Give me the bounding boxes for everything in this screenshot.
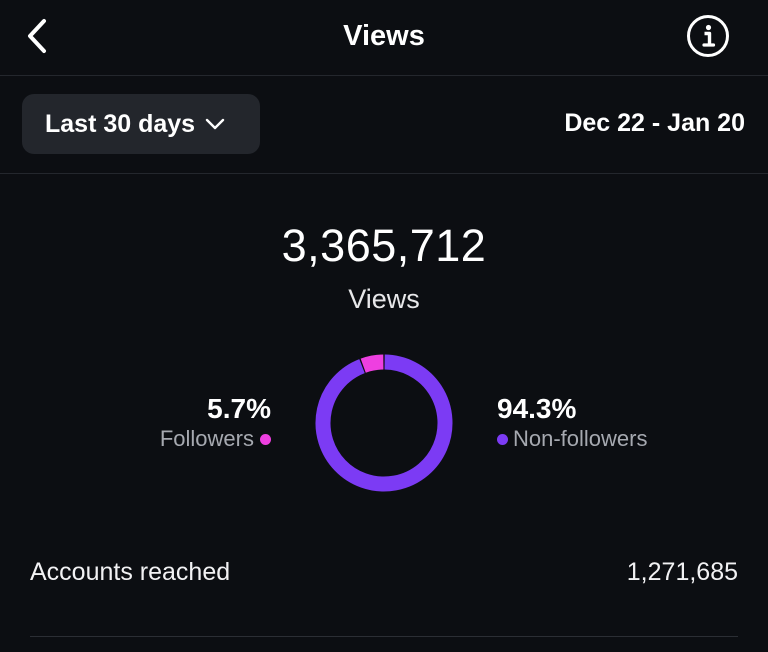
- total-views-label: Views: [348, 284, 420, 314]
- total-views-value: 3,365,712: [281, 220, 487, 271]
- non-followers-label: Non-followers: [513, 426, 648, 451]
- back-button[interactable]: [20, 16, 54, 56]
- top-bar: Views: [0, 0, 768, 76]
- info-button[interactable]: [686, 14, 730, 58]
- page-title: Views: [343, 20, 425, 52]
- date-range-dropdown[interactable]: Last 30 days: [22, 94, 260, 154]
- followers-label: Followers: [159, 426, 254, 451]
- accounts-reached-label: Accounts reached: [30, 558, 231, 586]
- legend-followers: 5.7% Followers: [160, 392, 271, 452]
- non-followers-dot: [497, 433, 508, 445]
- donut-slice-followers: [360, 354, 384, 373]
- donut-slice-non-followers: [315, 354, 453, 492]
- views-donut-chart: [315, 354, 453, 492]
- legend-non-followers: 94.3% Non-followers: [497, 392, 648, 452]
- divider: [30, 636, 738, 637]
- filter-row: Last 30 days Dec 22 - Jan 20: [0, 76, 768, 174]
- accounts-reached-value: 1,271,685: [626, 558, 738, 586]
- chevron-down-icon: [205, 118, 225, 130]
- info-circle-icon: [687, 15, 729, 57]
- accounts-reached-row[interactable]: Accounts reached 1,271,685: [30, 552, 738, 592]
- followers-dot: [260, 433, 271, 445]
- date-range-dropdown-label: Last 30 days: [45, 110, 196, 138]
- chevron-left-icon: [28, 19, 46, 53]
- date-range-text: Dec 22 - Jan 20: [564, 109, 745, 137]
- non-followers-percentage: 94.3%: [497, 393, 577, 424]
- followers-percentage: 5.7%: [207, 393, 271, 424]
